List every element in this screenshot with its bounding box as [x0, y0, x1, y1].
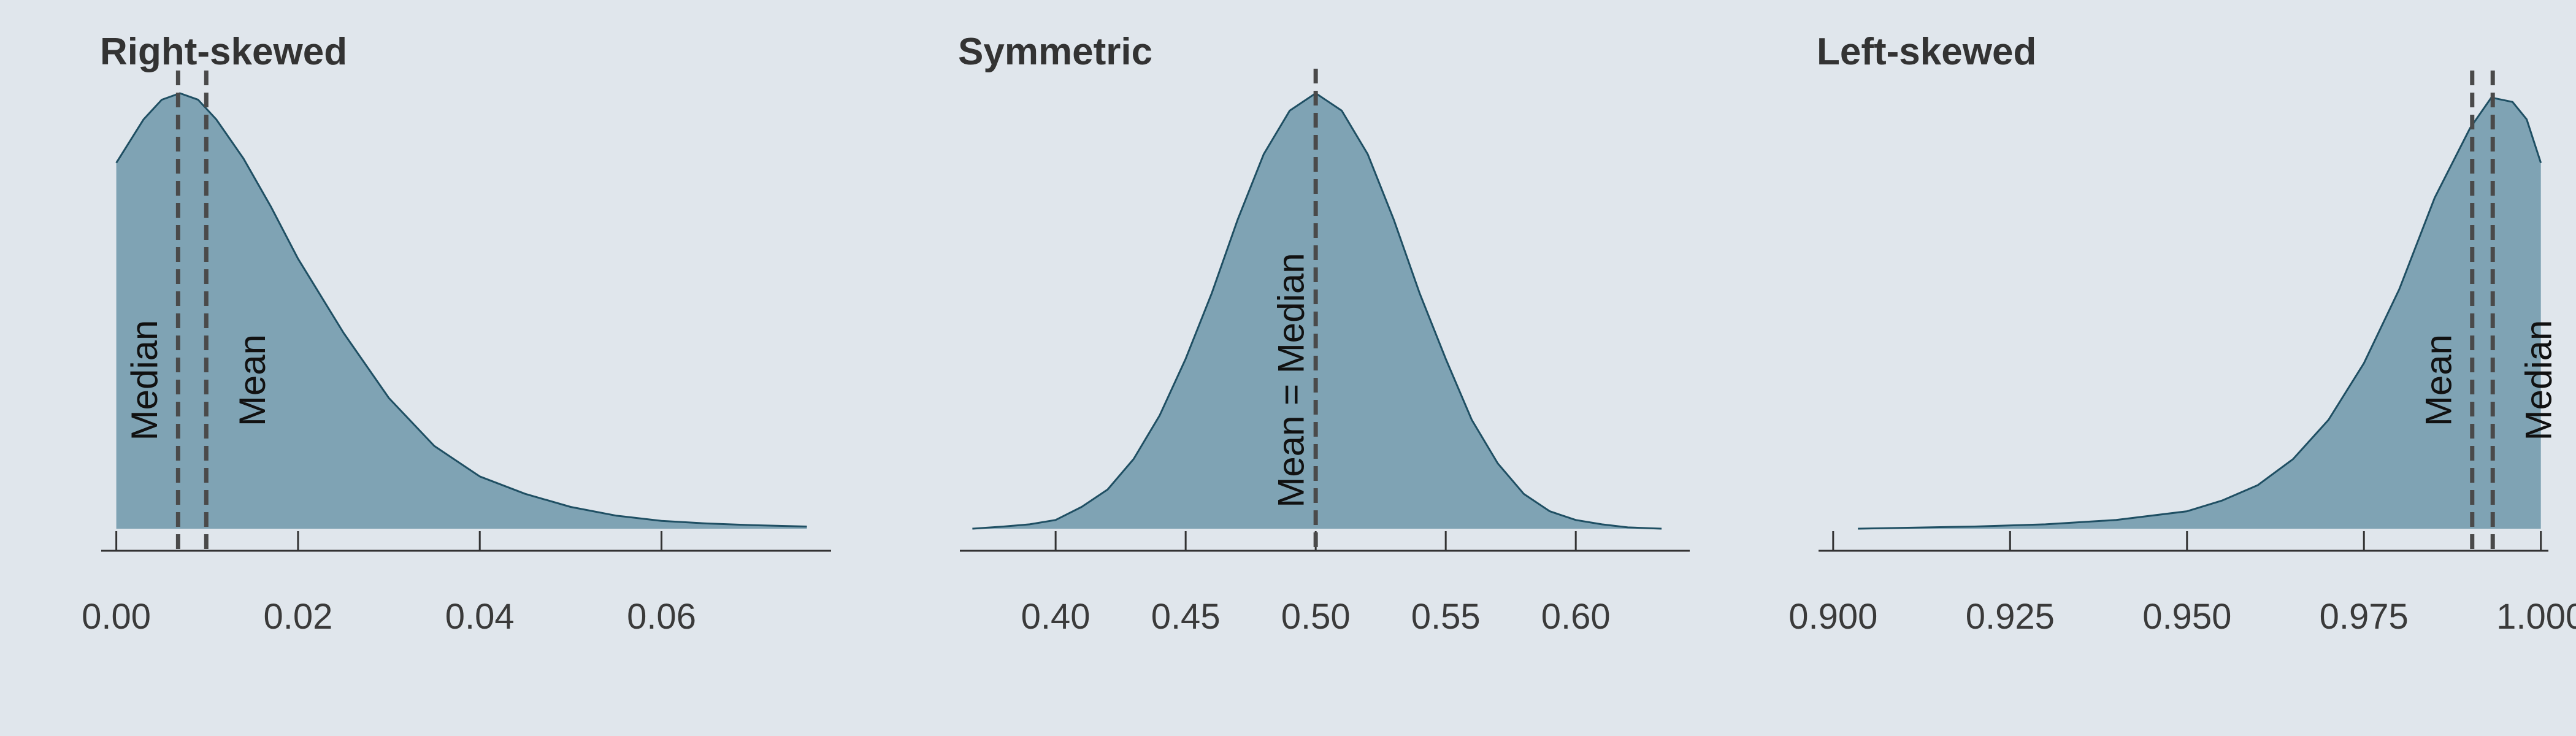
median-label: Median	[124, 320, 165, 441]
x-tick-label: 0.40	[1021, 597, 1091, 637]
panel-left-skewed: Left-skewed 0.900 0.925 0.950 0.975 1.000 Mea…	[1788, 31, 2576, 637]
x-tick-label: 0.50	[1281, 597, 1351, 637]
mean-label: Mean	[232, 334, 273, 426]
panel-right-skewed: Right-skewed 0.00 0.02 0.04 0.06 Median Mean	[82, 31, 831, 637]
density-area	[116, 93, 807, 529]
panel-title: Left-skewed	[1817, 31, 2036, 73]
x-tick-label: 0.06	[627, 597, 696, 637]
x-tick-label: 0.925	[1966, 597, 2055, 637]
plot-area: 0.00 0.02 0.04 0.06 Median Mean	[82, 71, 831, 637]
plot-area: 0.40 0.45 0.50 0.55 0.60 Mean = Median	[960, 69, 1690, 637]
x-tick-label: 1.000	[2496, 597, 2576, 637]
panel-symmetric: Symmetric 0.40 0.45 0.50 0.55 0.60 Mean = Med…	[958, 31, 1690, 637]
mean-label: Mean	[2418, 334, 2459, 426]
density-area	[972, 93, 1662, 529]
median-label: Median	[2518, 320, 2559, 441]
panel-title: Right-skewed	[100, 31, 347, 73]
x-tick-label: 0.60	[1541, 597, 1611, 637]
mean-median-label: Mean = Median	[1271, 253, 1312, 507]
x-tick-label: 0.900	[1788, 597, 1877, 637]
panel-title: Symmetric	[958, 31, 1152, 73]
x-tick-label: 0.00	[82, 597, 151, 637]
x-tick-label: 0.04	[445, 597, 515, 637]
plot-area: 0.900 0.925 0.950 0.975 1.000 Mean Median	[1788, 71, 2576, 637]
x-tick-label: 0.950	[2142, 597, 2231, 637]
x-tick-label: 0.02	[263, 597, 332, 637]
x-tick-label: 0.975	[2320, 597, 2409, 637]
x-tick-label: 0.45	[1151, 597, 1221, 637]
density-area	[1858, 98, 2541, 529]
density-curve	[115, 92, 807, 527]
x-tick-label: 0.55	[1411, 597, 1481, 637]
